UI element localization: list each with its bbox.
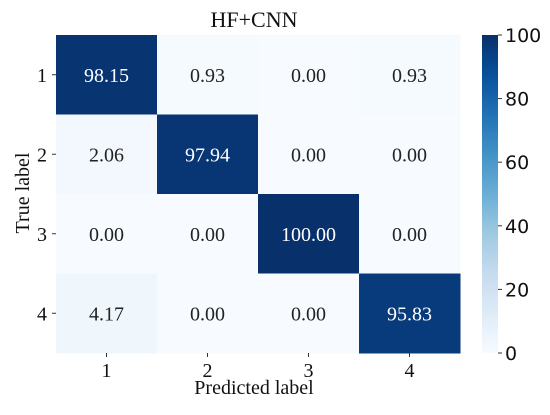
heatmap-cell: [157, 273, 259, 354]
cell-value-label: 0.00: [190, 224, 225, 246]
heatmap-cell: [258, 114, 360, 195]
heatmap-cell: [359, 114, 461, 195]
y-tick-label: 2: [37, 144, 47, 166]
x-tick-label: 2: [203, 360, 213, 382]
y-tick-label: 4: [37, 303, 47, 325]
heatmap-cell: [157, 194, 259, 274]
heatmap-cell: [359, 35, 461, 115]
cell-value-label: 0.00: [392, 144, 427, 166]
heatmap-cell: [359, 194, 461, 274]
heatmap-cell: [359, 273, 461, 354]
y-axis-label: True label: [12, 152, 34, 233]
cell-value-label: 0.93: [392, 65, 427, 87]
cell-value-label: 0.00: [291, 65, 326, 87]
heatmap-cell: [157, 35, 259, 115]
x-tick-label: 3: [304, 360, 314, 382]
colorbar-tick-label: 20: [505, 279, 529, 301]
colorbar-tick-label: 100: [505, 25, 541, 47]
cell-value-label: 0.00: [291, 303, 326, 325]
x-tick-label: 1: [102, 360, 112, 382]
cell-value-label: 0.00: [190, 303, 225, 325]
cell-value-label: 4.17: [89, 303, 124, 325]
x-tick-label: 4: [405, 360, 415, 382]
colorbar-ticks: 0 20 40 60 80 100: [498, 25, 541, 365]
cell-value-label: 100.00: [281, 224, 336, 246]
heatmap-cell: [157, 114, 259, 195]
heatmap-cell: [56, 273, 158, 354]
y-axis-ticks: 1 2 3 4: [37, 65, 56, 325]
cell-value-label: 2.06: [89, 144, 124, 166]
cell-value-label: 0.00: [291, 144, 326, 166]
heatmap-cell: [56, 35, 158, 115]
cell-value-label: 0.00: [89, 224, 124, 246]
colorbar-tick-label: 80: [505, 89, 529, 111]
colorbar-tick-label: 40: [505, 216, 529, 238]
colorbar-tick-label: 0: [505, 343, 517, 365]
heatmap-cell: [56, 194, 158, 274]
chart-title: HF+CNN: [211, 7, 298, 32]
heatmap-cell: [258, 273, 360, 354]
y-tick-label: 1: [37, 65, 47, 87]
x-axis-ticks: 1 2 3 4: [102, 353, 415, 382]
x-axis-label: Predicted label: [194, 377, 314, 399]
colorbar-tick-label: 60: [505, 152, 529, 174]
heatmap-cell: [258, 35, 360, 115]
heatmap-cell: [56, 114, 158, 195]
heatmap-cell: [258, 194, 360, 274]
cell-value-label: 0.00: [392, 224, 427, 246]
heatmap-cells: 98.15 0.93 0.00 0.93 2.06 97.94 0.00 0.00 0.00 0.…: [56, 35, 461, 354]
cell-value-label: 95.83: [387, 303, 432, 325]
cell-value-label: 97.94: [185, 144, 230, 166]
cell-value-label: 0.93: [190, 65, 225, 87]
colorbar: [482, 35, 498, 353]
cell-value-label: 98.15: [84, 65, 129, 87]
y-tick-label: 3: [37, 224, 47, 246]
